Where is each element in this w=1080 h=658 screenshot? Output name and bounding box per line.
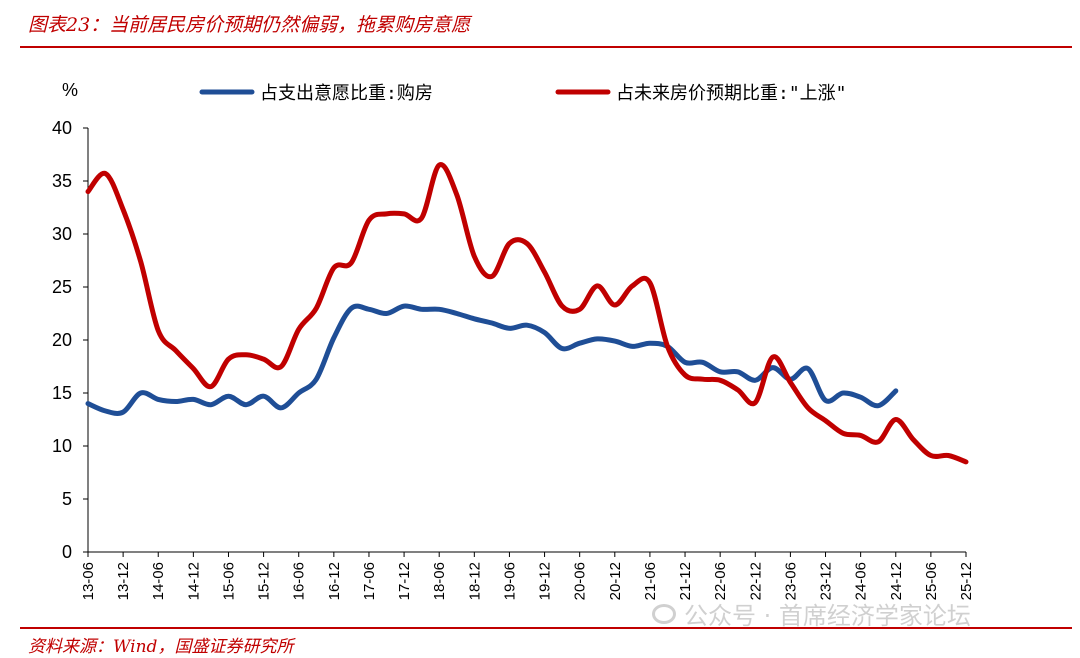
x-axis-ticks: 13-06 13-12 14-06 14-12 15-06 15-12 16-06 16-12…	[80, 552, 975, 600]
wechat-icon	[652, 603, 676, 624]
watermark: 公众号 · 首席经济学家论坛	[652, 596, 971, 631]
source-rule	[20, 627, 1072, 629]
x-tick-label: 21-12	[677, 562, 694, 600]
series-line-2	[85, 162, 969, 465]
x-tick-label: 22-12	[747, 562, 764, 600]
series-lines	[85, 162, 969, 465]
y-tick-label: 5	[62, 489, 72, 509]
x-tick-label: 24-12	[888, 562, 905, 600]
x-tick-label: 15-12	[256, 562, 273, 600]
title-rule	[20, 46, 1072, 48]
y-tick-label: 20	[52, 330, 72, 350]
y-tick-label: 10	[52, 436, 72, 456]
x-tick-label: 14-06	[150, 562, 167, 600]
watermark-text: 公众号 · 首席经济学家论坛	[684, 602, 971, 630]
y-tick-label: 30	[52, 224, 72, 244]
series-line-1	[85, 303, 899, 416]
chart-axes	[87, 128, 966, 553]
x-tick-label: 16-12	[326, 562, 343, 600]
source-note: 资料来源：Wind，国盛证券研究所	[28, 637, 294, 657]
x-tick-label: 18-06	[431, 562, 448, 600]
x-tick-label: 13-06	[80, 562, 97, 600]
y-tick-label: 35	[52, 171, 72, 191]
y-tick-label: 0	[62, 542, 72, 562]
x-tick-label: 21-06	[642, 562, 659, 600]
y-axis-unit: %	[62, 80, 78, 100]
y-tick-label: 15	[52, 383, 72, 403]
x-tick-label: 23-06	[782, 562, 799, 600]
x-tick-label: 16-06	[291, 562, 308, 600]
x-tick-label: 23-12	[818, 562, 835, 600]
legend-label-1: 占支出意愿比重:购房	[260, 83, 433, 104]
x-tick-label: 22-06	[712, 562, 729, 600]
x-tick-label: 19-06	[501, 562, 518, 600]
y-tick-label: 40	[52, 118, 72, 138]
x-tick-label: 25-12	[958, 562, 975, 600]
y-tick-label: 25	[52, 277, 72, 297]
legend-label-2: 占未来房价预期比重:"上涨"	[616, 83, 847, 104]
x-tick-label: 25-06	[923, 562, 940, 600]
chart-title: 图表23：当前居民房价预期仍然偏弱，拖累购房意愿	[28, 14, 471, 36]
x-tick-label: 17-12	[396, 562, 413, 600]
x-tick-label: 20-12	[607, 562, 624, 600]
y-axis-ticks: 0 5 10 15 20 25 30 35 40%	[52, 80, 88, 562]
x-tick-label: 20-06	[572, 562, 589, 600]
x-tick-label: 19-12	[537, 562, 554, 600]
x-tick-label: 13-12	[115, 562, 132, 600]
chart-legend: 占支出意愿比重:购房 占未来房价预期比重:"上涨"	[199, 83, 847, 104]
x-tick-label: 18-12	[466, 562, 483, 600]
x-tick-label: 17-06	[361, 562, 378, 600]
x-tick-label: 15-06	[220, 562, 237, 600]
x-tick-label: 14-12	[185, 562, 202, 600]
x-tick-label: 24-06	[853, 562, 870, 600]
